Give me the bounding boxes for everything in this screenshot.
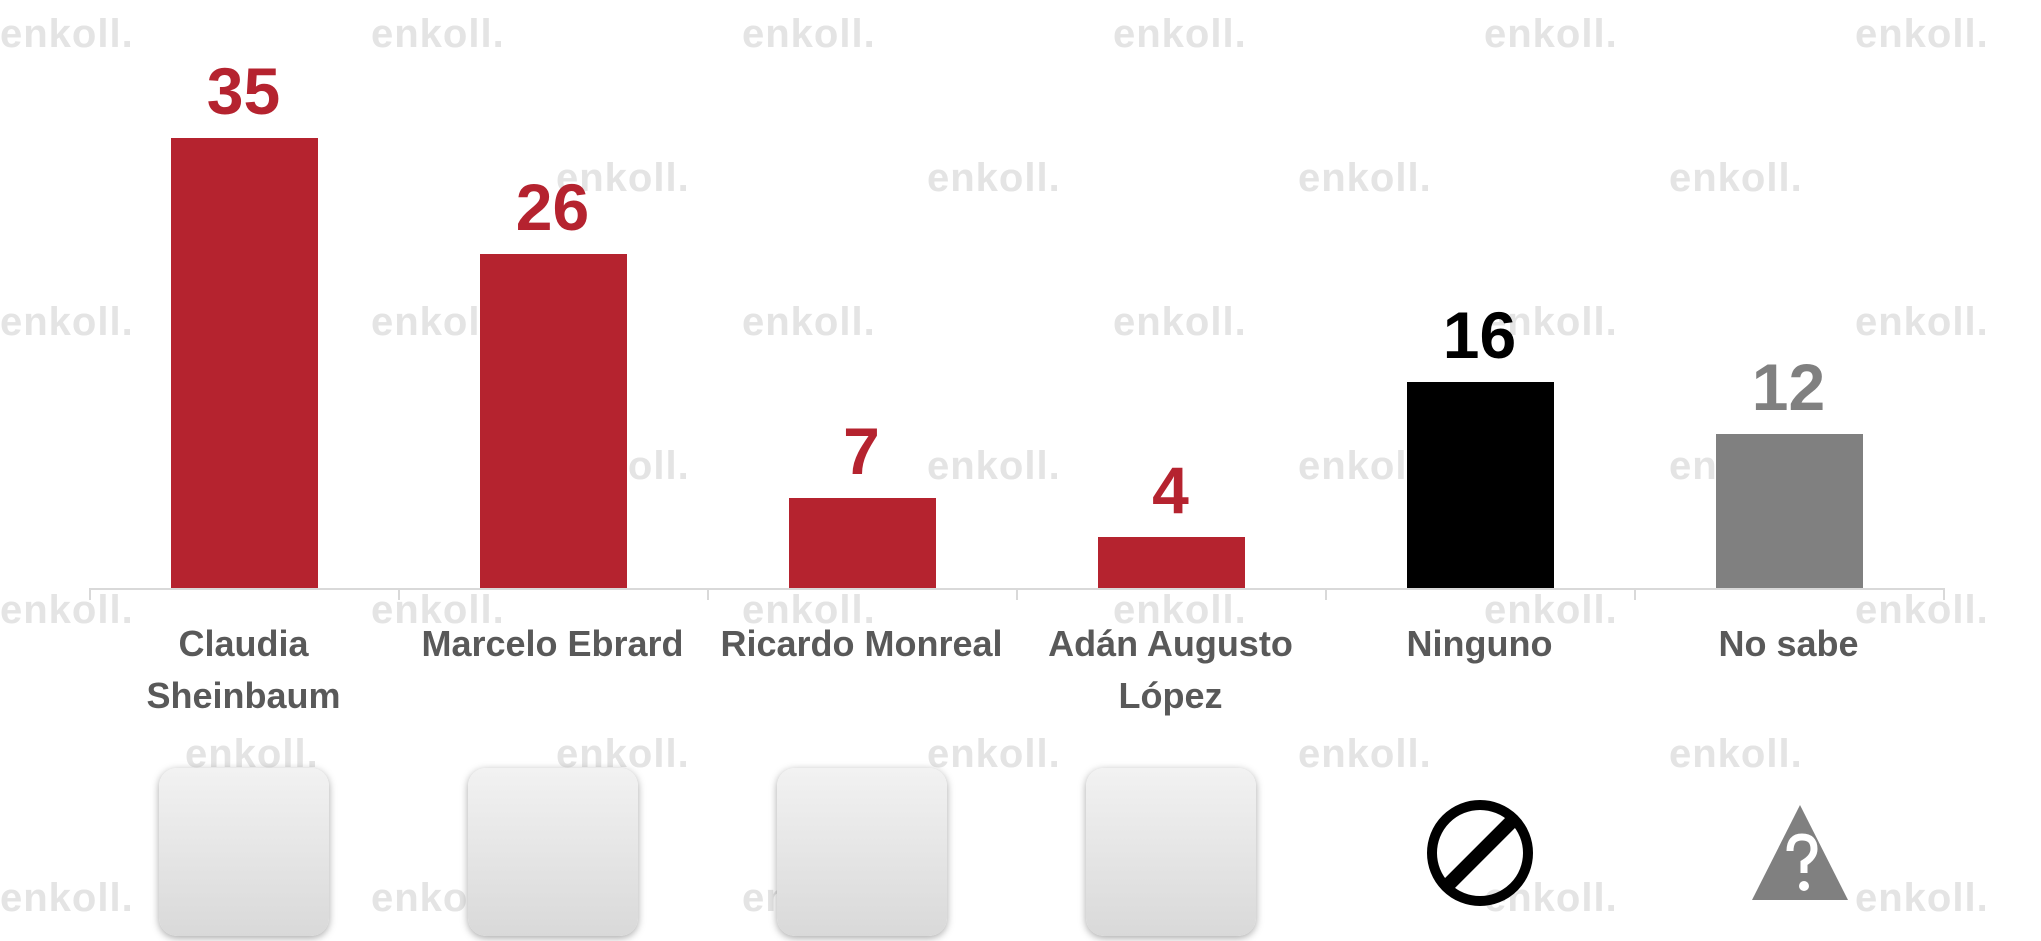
watermark: enkoll.: [1484, 12, 1618, 56]
watermark: enkoll.: [1669, 732, 1803, 776]
watermark: enkoll.: [1484, 588, 1618, 632]
candidate-photo: [1085, 768, 1256, 936]
watermark: enkoll.: [1855, 588, 1989, 632]
value-label: 12: [1751, 349, 1826, 424]
x-tick: [1016, 588, 1018, 600]
candidate-photo: [467, 768, 638, 936]
watermark: enkoll.: [927, 444, 1061, 488]
watermark: enkoll.: [0, 588, 134, 632]
bar: [1097, 536, 1245, 588]
no-sabe-icon: [1752, 805, 1848, 900]
ninguno-icon: [1427, 800, 1533, 906]
watermark: enkoll.: [742, 12, 876, 56]
x-tick: [398, 588, 400, 600]
bar: [170, 138, 318, 588]
x-tick: [1634, 588, 1636, 600]
x-tick-label: Marcelo Ebrard: [421, 623, 684, 664]
x-tick-label: Ricardo Monreal: [720, 623, 1003, 664]
bar: [1406, 382, 1554, 588]
bar: [788, 498, 936, 588]
watermark: enkoll.: [1298, 156, 1432, 200]
watermark: enkoll.: [1855, 876, 1989, 920]
x-tick-label: Ninguno: [1406, 623, 1553, 664]
x-tick: [89, 588, 91, 600]
candidate-photo: [158, 768, 329, 936]
watermark: enkoll.: [1855, 300, 1989, 344]
value-label: 4: [1152, 452, 1189, 527]
x-tick: [1943, 588, 1945, 600]
value-label: 7: [843, 414, 880, 488]
x-tick: [1325, 588, 1327, 600]
x-tick: [707, 588, 709, 600]
watermark: enkoll.: [371, 588, 505, 632]
watermark: enkoll.: [0, 300, 134, 344]
x-tick-label: Claudia Sheinbaum: [146, 623, 341, 716]
bar: [479, 253, 627, 588]
watermark: enkoll.: [371, 12, 505, 56]
watermark: enkoll.: [1113, 12, 1247, 56]
value-label: 35: [206, 54, 281, 128]
watermark: enkoll.: [1484, 300, 1618, 344]
watermark: enkoll.: [927, 156, 1061, 200]
value-label: 16: [1442, 298, 1517, 373]
watermark: enkoll.: [742, 588, 876, 632]
watermark: enkoll.: [1113, 300, 1247, 344]
watermark: enkoll.: [1113, 588, 1247, 632]
value-label: 26: [515, 169, 590, 244]
watermark: enkoll.: [556, 156, 690, 200]
watermark: enkoll.: [0, 12, 134, 56]
candidate-photo: [776, 768, 947, 936]
watermark: enkoll.: [1298, 732, 1432, 776]
bar: [1715, 433, 1863, 588]
watermark: enkoll.: [1855, 12, 1989, 56]
x-tick-label: No sabe: [1718, 623, 1859, 664]
watermark: enkoll.: [0, 876, 134, 920]
x-tick-label: Adán Augusto López: [1048, 623, 1293, 716]
watermark: enkoll.: [742, 300, 876, 344]
watermark: enkoll.: [927, 732, 1061, 776]
watermark: enkoll.: [1669, 156, 1803, 200]
